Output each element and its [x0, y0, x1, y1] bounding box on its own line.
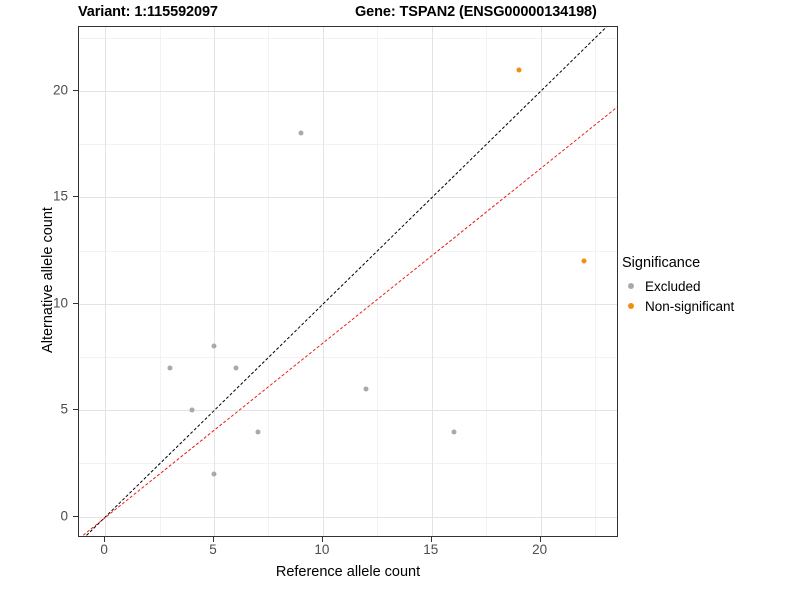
gridline-x-major	[214, 27, 215, 536]
gridline-y-minor	[79, 37, 617, 39]
data-point	[363, 386, 369, 392]
gridline-y-minor	[79, 357, 617, 359]
legend-item[interactable]: Non-significant	[622, 296, 794, 316]
x-tick-mark	[321, 537, 323, 542]
plot-panel	[78, 26, 618, 537]
gridline-x-major	[540, 27, 542, 536]
data-point	[233, 365, 239, 371]
gridline-y-major	[79, 516, 617, 518]
y-tick-label: 10	[52, 295, 68, 311]
gridline-x-minor	[377, 27, 379, 536]
x-tick-label: 15	[423, 542, 439, 557]
x-tick-label: 20	[532, 542, 548, 557]
data-point	[211, 343, 217, 349]
gridline-x-minor	[159, 27, 161, 536]
gridline-y-major	[79, 303, 617, 305]
data-point	[516, 67, 522, 73]
y-tick-label: 5	[60, 401, 68, 417]
y-tick-label: 20	[52, 82, 68, 98]
legend-title: Significance	[622, 255, 701, 271]
y-tick-mark	[73, 302, 78, 304]
x-tick-label: 5	[209, 542, 217, 557]
gridline-x-major	[105, 27, 107, 536]
legend-item-label: Excluded	[645, 278, 701, 294]
x-tick-label: 10	[314, 542, 330, 557]
legend-dot-icon	[622, 277, 640, 295]
gridline-y-major	[79, 90, 617, 92]
gridline-x-minor	[268, 27, 270, 536]
gridline-y-major	[79, 197, 617, 199]
gridline-y-minor	[79, 463, 617, 465]
legend-item[interactable]: Excluded	[622, 276, 794, 296]
gridline-y-minor	[79, 250, 617, 252]
legend-dot-icon	[622, 297, 640, 315]
data-point	[167, 365, 173, 371]
x-tick-mark	[539, 537, 541, 542]
gridline-x-minor	[595, 27, 597, 536]
legend-item-label: Non-significant	[645, 298, 735, 314]
x-axis-title: Reference allele count	[275, 564, 421, 580]
x-tick-mark	[213, 537, 214, 542]
gene-title: Gene: TSPAN2 (ENSG00000134198)	[355, 4, 597, 20]
y-tick-label: 15	[52, 188, 68, 204]
data-point	[298, 130, 304, 136]
y-tick-mark	[73, 515, 78, 517]
y-tick-mark	[73, 196, 78, 198]
gridline-y-major	[79, 410, 617, 412]
x-tick-label: 0	[100, 542, 108, 557]
gridline-x-major	[322, 27, 324, 536]
gridline-y-minor	[79, 144, 617, 146]
data-point	[255, 429, 261, 435]
data-point	[581, 258, 587, 264]
gridline-x-minor	[486, 27, 488, 536]
legend: Significance Excluded Non-significant	[622, 255, 794, 316]
y-tick-label: 0	[60, 508, 68, 524]
data-point	[451, 429, 457, 435]
gridline-x-major	[431, 27, 433, 536]
legend-items: Excluded Non-significant	[622, 276, 794, 316]
data-point	[189, 407, 195, 413]
x-tick-mark	[430, 537, 432, 542]
x-tick-mark	[104, 537, 106, 542]
y-tick-mark	[73, 409, 78, 411]
data-point	[211, 471, 217, 477]
y-tick-mark	[73, 89, 78, 91]
variant-title: Variant: 1:115592097	[78, 4, 218, 20]
